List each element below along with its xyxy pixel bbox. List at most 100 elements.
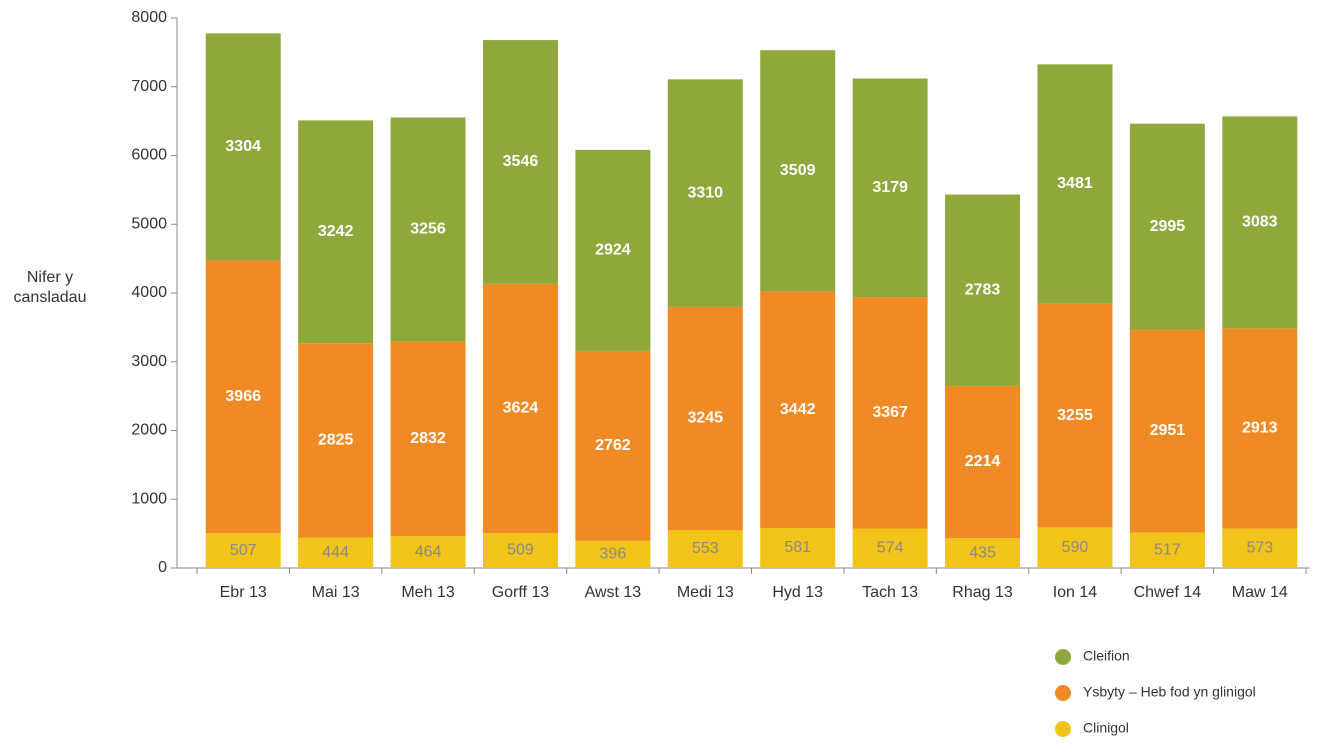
bar-segment <box>1037 64 1113 304</box>
value-label: 517 <box>1154 541 1181 558</box>
bar-segment <box>667 529 743 568</box>
value-label: 590 <box>1062 539 1089 556</box>
bar-segment <box>945 385 1021 539</box>
x-tick-label: Tach 13 <box>862 584 918 601</box>
bar-segment <box>482 40 558 284</box>
value-label: 444 <box>322 544 349 561</box>
value-label: 2783 <box>965 281 1001 298</box>
x-tick-label: Meh 13 <box>401 584 454 601</box>
bar-segment <box>945 194 1021 386</box>
bar-segment <box>298 537 374 568</box>
bar-segment <box>760 528 836 568</box>
bar-segment <box>1222 328 1298 529</box>
y-tick-label: 4000 <box>131 284 167 301</box>
value-label: 3256 <box>410 221 446 238</box>
x-tick-label: Medi 13 <box>677 584 734 601</box>
x-tick-label: Hyd 13 <box>772 584 823 601</box>
value-label: 3310 <box>687 184 723 201</box>
x-tick-label: Mai 13 <box>312 584 360 601</box>
value-label: 574 <box>877 539 904 556</box>
legend-label: Clinigol <box>1083 720 1129 736</box>
y-tick-label: 5000 <box>131 215 167 232</box>
value-label: 396 <box>600 546 627 563</box>
x-tick-label: Ion 14 <box>1053 584 1098 601</box>
value-label: 3255 <box>1057 407 1093 424</box>
bar-segment <box>852 78 928 298</box>
y-tick-label: 1000 <box>131 490 167 507</box>
bar-segment <box>1037 303 1113 528</box>
legend-marker <box>1055 685 1071 701</box>
value-label: 3179 <box>872 179 908 196</box>
value-label: 3367 <box>872 404 908 421</box>
bar-segment <box>205 260 281 534</box>
bar-segment <box>1222 528 1298 568</box>
value-label: 3624 <box>503 400 539 417</box>
value-label: 553 <box>692 540 719 557</box>
y-tick-label: 3000 <box>131 353 167 370</box>
bar-segment <box>667 306 743 530</box>
bar-segment <box>1129 329 1205 533</box>
legend-marker <box>1055 721 1071 737</box>
bar-segment <box>298 120 374 344</box>
y-axis-label: Nifer y cansladau <box>13 269 87 306</box>
bar-segment <box>390 536 466 568</box>
y-tick-label: 7000 <box>131 78 167 95</box>
bar-segment <box>945 538 1021 568</box>
bar-segment <box>760 50 836 292</box>
value-label: 435 <box>969 544 996 561</box>
bar-segment <box>852 297 928 529</box>
bar-segment <box>575 149 651 351</box>
x-tick-label: Gorff 13 <box>492 584 550 601</box>
value-label: 581 <box>784 539 811 556</box>
value-label: 3304 <box>225 138 261 155</box>
legend-label: Ysbyty – Heb fod yn glinigol <box>1083 684 1256 700</box>
value-label: 3442 <box>780 401 816 418</box>
x-tick-label: Maw 14 <box>1232 584 1288 601</box>
value-label: 3245 <box>687 410 723 427</box>
bar-segment <box>205 533 281 568</box>
bar-segment <box>852 528 928 568</box>
value-label: 3083 <box>1242 214 1278 231</box>
bar-segment <box>298 343 374 538</box>
bar-segment <box>1037 527 1113 568</box>
value-label: 3242 <box>318 223 354 240</box>
bar-segment <box>575 350 651 541</box>
bar-segment <box>1129 123 1205 330</box>
value-label: 2825 <box>318 432 354 449</box>
y-tick-label: 2000 <box>131 422 167 439</box>
bar-segment <box>390 341 466 537</box>
value-label: 573 <box>1246 540 1273 557</box>
x-tick-label: Awst 13 <box>585 584 642 601</box>
value-label: 2832 <box>410 430 446 447</box>
value-label: 2995 <box>1150 218 1186 235</box>
bar-segment <box>482 283 558 534</box>
value-label: 2762 <box>595 437 631 454</box>
legend-marker <box>1055 649 1071 665</box>
value-label: 464 <box>415 543 442 560</box>
bar-segment <box>667 79 743 307</box>
value-label: 3966 <box>225 388 261 405</box>
value-label: 2924 <box>595 242 631 259</box>
value-label: 507 <box>230 542 257 559</box>
value-label: 3546 <box>503 153 539 170</box>
y-tick-label: 6000 <box>131 147 167 164</box>
x-tick-label: Rhag 13 <box>952 584 1013 601</box>
bar-segment <box>1129 532 1205 568</box>
x-tick-label: Ebr 13 <box>220 584 267 601</box>
value-label: 2913 <box>1242 420 1278 437</box>
value-label: 2951 <box>1150 422 1186 439</box>
x-tick-label: Chwef 14 <box>1134 584 1202 601</box>
value-label: 3509 <box>780 162 816 179</box>
value-label: 509 <box>507 542 534 559</box>
bar-segment <box>482 533 558 568</box>
value-label: 2214 <box>965 453 1001 470</box>
y-tick-label: 0 <box>158 559 167 576</box>
bar-segment <box>205 33 281 261</box>
legend-label: Cleifion <box>1083 648 1130 664</box>
bar-segment <box>760 291 836 529</box>
bar-segment <box>1222 116 1298 329</box>
bar-segment <box>575 540 651 568</box>
bar-segment <box>390 117 466 342</box>
